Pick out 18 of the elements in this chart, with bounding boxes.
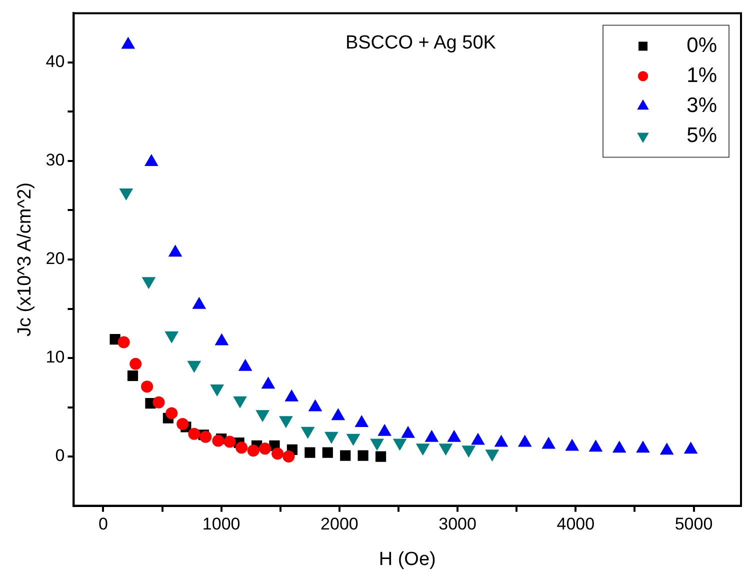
- y-tick-label: 30: [46, 150, 65, 170]
- y-axis-title: Jc (x10^3 A/cm^2): [14, 182, 36, 337]
- x-tick-label: 1000: [202, 514, 240, 534]
- text: BSCCO + Ag 50K: [345, 32, 496, 54]
- x-tick-label: 3000: [438, 514, 476, 534]
- legend-label: 3%: [686, 94, 717, 117]
- legend-label: 1%: [686, 64, 717, 87]
- x-axis-title: H (Oe): [378, 548, 436, 570]
- x-tick-label: 2000: [320, 514, 358, 534]
- legend-label: 0%: [686, 34, 717, 57]
- y-tick-label: 10: [46, 348, 65, 367]
- legend-label: 5%: [686, 124, 717, 147]
- y-tick-label: 20: [46, 249, 65, 268]
- x-tick-label: 5000: [674, 514, 713, 534]
- x-tick-label: 0: [98, 514, 108, 534]
- y-tick-label: 40: [46, 52, 65, 72]
- y-tick-label: 0: [55, 446, 65, 466]
- x-tick-label: 4000: [556, 514, 595, 534]
